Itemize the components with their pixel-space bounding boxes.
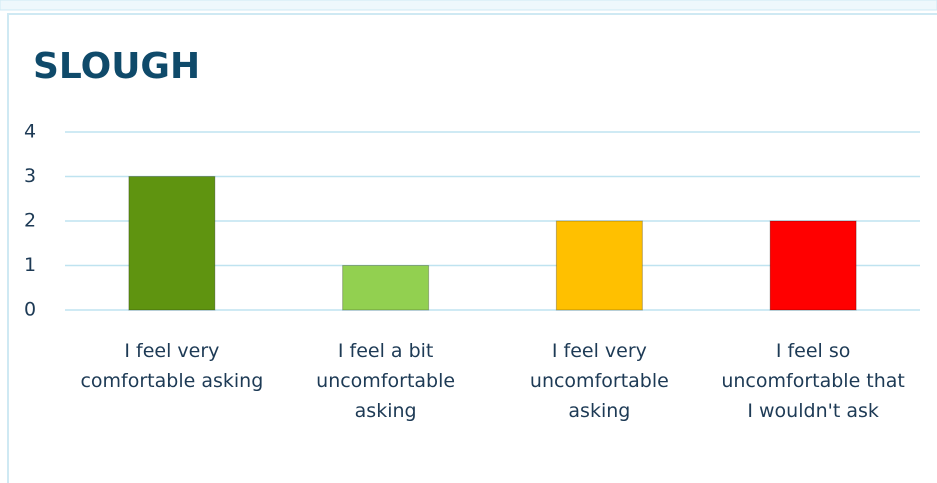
x-tick-label: I feel very comfortable asking: [80, 340, 264, 392]
bar: [342, 265, 430, 311]
y-tick-label: 2: [24, 210, 36, 232]
chart-title: SLOUGH: [33, 46, 200, 87]
y-tick-label: 0: [24, 299, 36, 321]
x-tick-label: I feel very uncomfortable asking: [529, 340, 669, 422]
x-tick-label: I feel so uncomfortable that I wouldn't …: [721, 340, 905, 422]
bar: [128, 176, 216, 311]
bar: [555, 220, 643, 311]
y-tick-label: 3: [24, 165, 36, 187]
top-strip: [0, 0, 937, 11]
x-tick-label: I feel a bit uncomfortable asking: [316, 340, 456, 422]
y-tick-label: 1: [24, 254, 36, 276]
bar: [769, 220, 857, 311]
y-tick-label: 4: [24, 121, 36, 143]
